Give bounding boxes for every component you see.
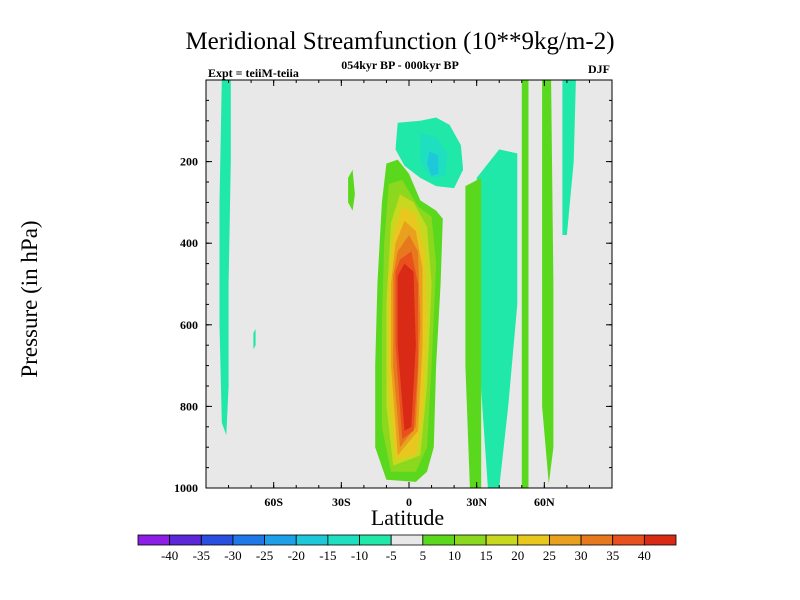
colorbar-label: -5	[386, 548, 397, 563]
small-positive-blob-level-5	[348, 169, 355, 211]
colorbar-swatch	[549, 534, 582, 546]
colorbar-swatch	[327, 534, 360, 546]
colorbar-label: 20	[511, 548, 524, 563]
small-negative-blob-level--5	[253, 328, 256, 350]
colorbar-label: -15	[319, 548, 336, 563]
colorbar-swatch	[580, 534, 614, 546]
colorbar-label: 10	[448, 548, 461, 563]
northern-positive-band-level-5	[465, 177, 482, 488]
y-tick-label: 1000	[174, 481, 198, 495]
colorbar-swatch	[422, 534, 455, 546]
period-label: 054kyr BP - 000kyr BP	[341, 58, 459, 72]
experiment-label: Expt = teiiM-teiia	[208, 66, 299, 80]
colorbar-swatch	[612, 534, 645, 546]
colorbar: -40 -35 -30 -25 -20 -15 -10 -5 5 10 15 20 25 30 35 40	[137, 534, 677, 563]
colorbar-label: -10	[351, 548, 368, 563]
chart-title: Meridional Streamfunction (10**9kg/m-2)	[185, 28, 615, 55]
southern-negative-band-level--5	[219, 80, 231, 435]
x-tick-label: 30N	[466, 495, 487, 509]
y-tick-label: 800	[180, 399, 198, 413]
x-axis-label: Latitude	[370, 505, 445, 530]
main-positive-cell-level-40	[397, 263, 416, 431]
colorbar-swatch	[485, 534, 519, 546]
contour-regions	[219, 80, 576, 488]
colorbar-swatch	[295, 534, 329, 546]
colorbar-label: 5	[420, 548, 427, 563]
northern-negative-band-level--5	[476, 149, 518, 488]
colorbar-label: -40	[161, 548, 178, 563]
colorbar-label: -30	[224, 548, 241, 563]
colorbar-swatch	[454, 534, 487, 546]
x-tick-label: 60N	[534, 495, 555, 509]
colorbar-swatch	[643, 534, 677, 546]
colorbar-swatch	[200, 534, 234, 546]
colorbar-label: -20	[288, 548, 305, 563]
colorbar-label: -25	[256, 548, 273, 563]
y-tick-label: 600	[180, 318, 198, 332]
colorbar-label: 25	[543, 548, 556, 563]
colorbar-swatch	[390, 534, 424, 546]
colorbar-label: 15	[480, 548, 493, 563]
colorbar-label: -35	[193, 548, 210, 563]
colorbar-label: 30	[575, 548, 588, 563]
colorbar-swatch	[517, 534, 550, 546]
northern-positive-strip-level-5	[521, 80, 529, 488]
colorbar-label: 35	[606, 548, 619, 563]
colorbar-swatch	[359, 534, 392, 546]
colorbar-label: 40	[638, 548, 651, 563]
x-tick-label: 60S	[264, 495, 283, 509]
axis-ticks: 60S 30S 0 30N 60N 200 400 600 800 1000	[174, 79, 613, 509]
colorbar-swatch	[232, 534, 265, 546]
northern-positive-strip-level-5	[542, 80, 554, 484]
colorbar-swatch	[264, 534, 297, 546]
colorbar-swatch	[137, 534, 171, 546]
northern-negative-strip-level--5	[562, 80, 576, 235]
colorbar-swatch	[169, 534, 202, 546]
upper-negative-cell-level--15	[427, 151, 439, 176]
season-label: DJF	[588, 62, 610, 76]
y-tick-label: 400	[180, 236, 198, 250]
y-tick-label: 200	[180, 155, 198, 169]
x-tick-label: 30S	[332, 495, 351, 509]
x-tick-label: 0	[406, 495, 412, 509]
